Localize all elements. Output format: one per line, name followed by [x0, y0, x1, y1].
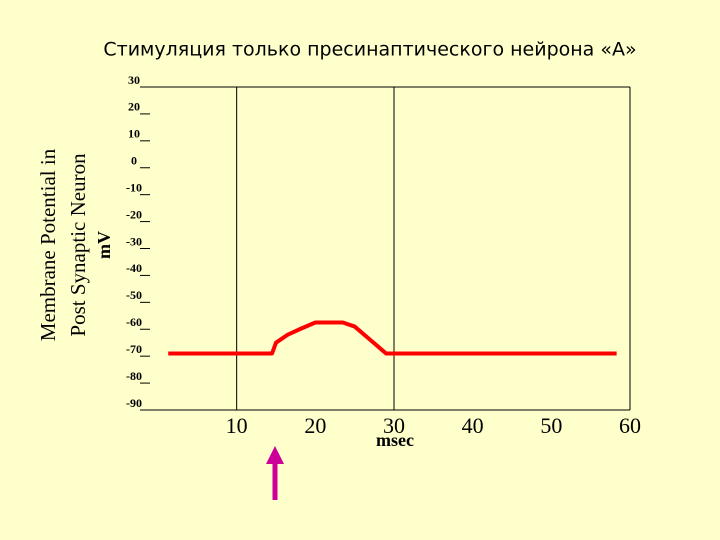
- stimulus-arrow: [266, 446, 284, 500]
- x-tick-label: 50: [540, 413, 562, 438]
- x-tick-label: 10: [226, 413, 248, 438]
- y-tick-label: 20: [128, 100, 140, 114]
- x-label: msec: [376, 430, 414, 450]
- y-tick-label: -60: [126, 315, 142, 329]
- y-label: Membrane Potential in: [36, 148, 60, 341]
- x-tick-label: 20: [304, 413, 326, 438]
- y-tick-label: -40: [126, 261, 142, 275]
- y-label: Post Synaptic Neuron: [66, 153, 90, 337]
- x-tick-label: 40: [462, 413, 484, 438]
- y-tick-label: -90: [126, 396, 142, 410]
- x-tick-label: 30: [383, 413, 405, 438]
- y-tick-label: 10: [128, 127, 140, 141]
- y-tick-label: 0: [131, 154, 137, 168]
- data-line: [168, 320, 617, 356]
- y-tick-label: 30: [128, 73, 140, 87]
- x-tick-label: 60: [619, 413, 641, 438]
- y-tick-label: -80: [126, 369, 142, 383]
- y-tick-label: -10: [126, 180, 142, 194]
- y-tick-label: -50: [126, 288, 142, 302]
- y-tick-label: -30: [126, 234, 142, 248]
- y-tick-label: -70: [126, 342, 142, 356]
- chart-title: Стимуляция только пресинаптического нейр…: [103, 39, 636, 61]
- y-tick-label: -20: [126, 207, 142, 221]
- y-unit: mV: [94, 231, 114, 259]
